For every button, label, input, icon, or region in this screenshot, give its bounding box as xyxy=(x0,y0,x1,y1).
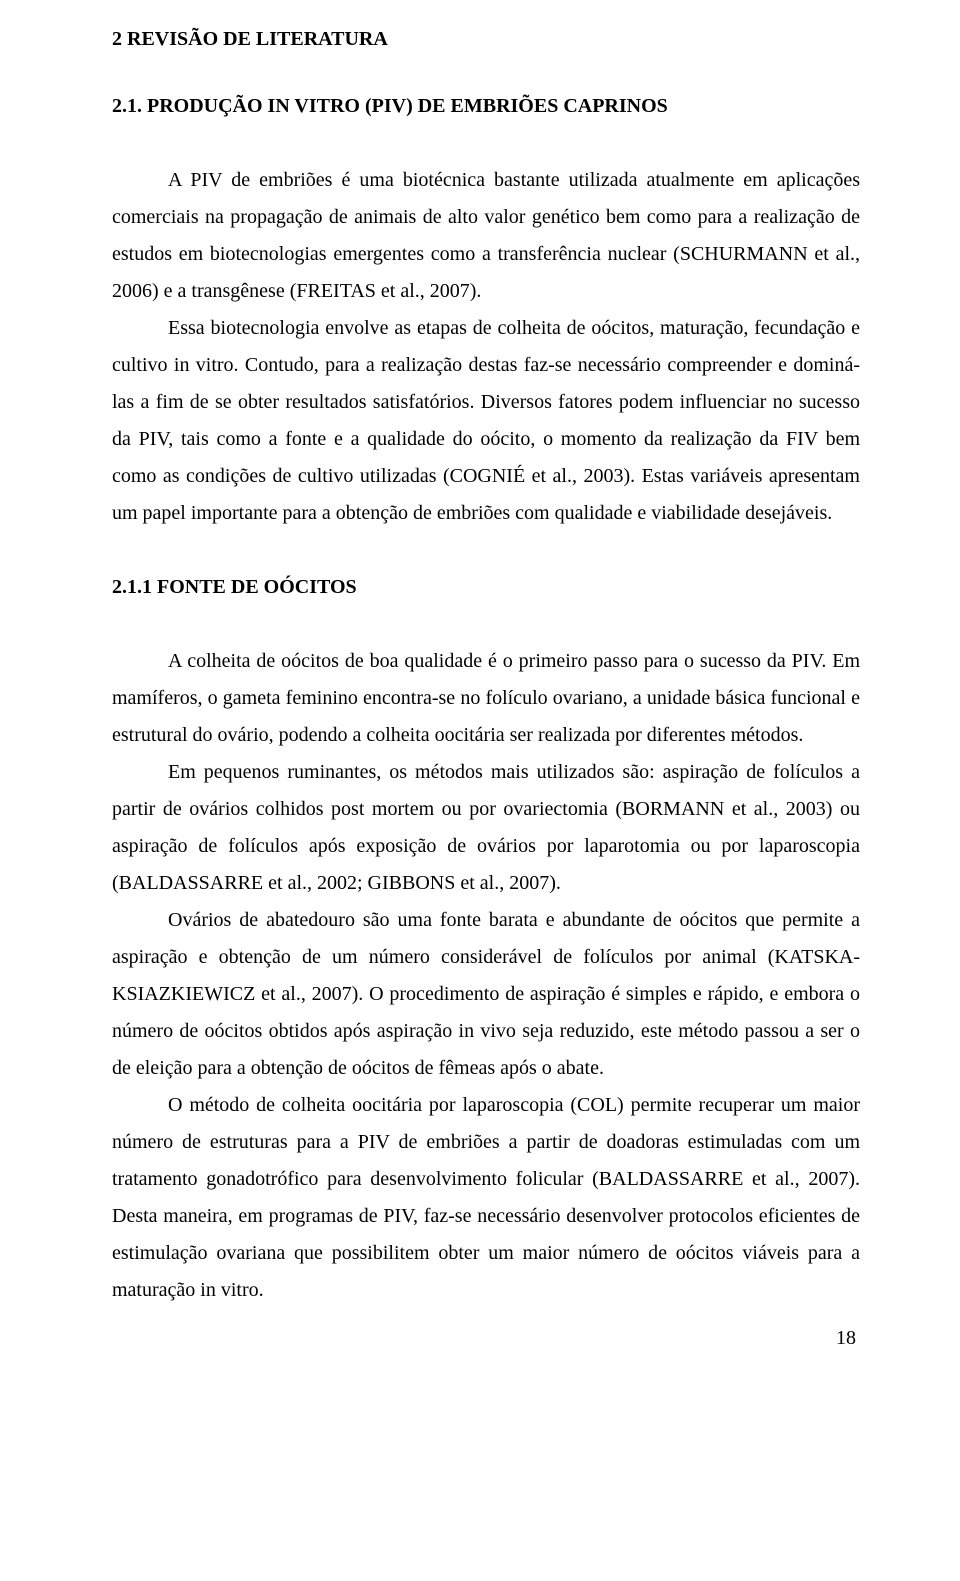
body-paragraph: Essa biotecnologia envolve as etapas de … xyxy=(112,310,860,532)
body-paragraph: A PIV de embriões é uma biotécnica basta… xyxy=(112,162,860,310)
subsection-heading: 2.1. PRODUÇÃO IN VITRO (PIV) DE EMBRIÕES… xyxy=(112,95,860,118)
body-paragraph: Ovários de abatedouro são uma fonte bara… xyxy=(112,902,860,1087)
section-heading: 2 REVISÃO DE LITERATURA xyxy=(112,28,860,51)
subsubsection-heading: 2.1.1 FONTE DE OÓCITOS xyxy=(112,576,860,599)
body-paragraph: A colheita de oócitos de boa qualidade é… xyxy=(112,643,860,754)
body-paragraph: Em pequenos ruminantes, os métodos mais … xyxy=(112,754,860,902)
page-number: 18 xyxy=(112,1327,860,1350)
body-paragraph: O método de colheita oocitária por lapar… xyxy=(112,1087,860,1309)
